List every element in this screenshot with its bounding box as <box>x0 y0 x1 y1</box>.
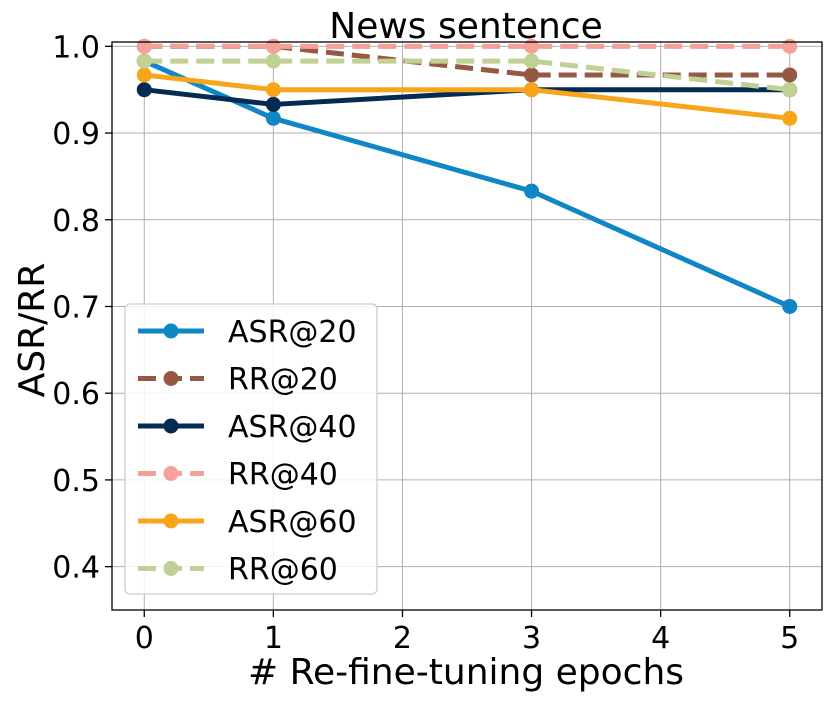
series-line <box>143 58 791 309</box>
data-point <box>524 67 540 83</box>
legend-marker <box>163 561 179 576</box>
data-point <box>782 82 798 98</box>
x-tick-label: 4 <box>651 621 670 656</box>
data-point <box>136 67 152 83</box>
legend-item: RR@40 <box>138 458 338 493</box>
y-tick-label: 0.8 <box>52 204 100 239</box>
series-line <box>143 87 790 107</box>
legend-item: ASR@60 <box>138 505 357 540</box>
plot-area-frame <box>111 41 823 611</box>
series-lines <box>136 38 798 314</box>
x-tick-label: 5 <box>780 621 799 656</box>
x-tick-label: 0 <box>135 621 154 656</box>
axis-ticks: 0 1 2 3 4 5 0.4 0.5 0.6 0.7 0.8 0.9 1.0 <box>52 30 799 656</box>
chart-title: News sentence <box>329 6 602 47</box>
legend-label: RR@60 <box>228 553 338 588</box>
legend-label: ASR@60 <box>228 505 357 540</box>
x-axis-label: # Re-fine-tuning epochs <box>248 652 684 693</box>
data-point <box>782 38 798 54</box>
legend-label: RR@40 <box>228 458 338 493</box>
legend-label: ASR@20 <box>228 315 357 350</box>
legend-marker <box>163 418 179 434</box>
data-point <box>265 38 281 54</box>
x-tick-label: 1 <box>264 621 283 656</box>
x-tick-label: 3 <box>522 621 541 656</box>
y-tick-label: 0.5 <box>52 464 100 499</box>
y-tick-label: 1.0 <box>52 30 100 65</box>
data-point <box>524 53 540 69</box>
legend-marker <box>163 323 179 339</box>
data-point <box>265 82 281 98</box>
data-point <box>782 110 798 126</box>
legend-label: ASR@40 <box>228 410 357 445</box>
y-tick-label: 0.6 <box>52 377 100 412</box>
data-point <box>136 38 152 54</box>
series-rr-60 <box>136 53 798 98</box>
legend-marker <box>163 513 179 529</box>
series-line <box>143 72 791 121</box>
legend-label: RR@20 <box>228 363 338 398</box>
data-point <box>265 110 281 126</box>
data-point <box>136 82 152 98</box>
legend: ASR@20 RR@20 ASR@40 RR@40 ASR@60 RR@60 <box>124 303 378 595</box>
data-point <box>782 67 798 83</box>
y-tick-label: 0.4 <box>52 551 100 586</box>
legend-item: RR@20 <box>138 363 338 398</box>
data-point <box>782 298 798 314</box>
series-line <box>144 58 791 93</box>
x-tick-label: 2 <box>393 621 412 656</box>
data-point <box>524 183 540 199</box>
legend-item: RR@60 <box>138 553 338 588</box>
data-point <box>265 53 281 69</box>
legend-item: ASR@20 <box>138 315 357 350</box>
legend-marker <box>163 371 179 386</box>
y-tick-label: 0.9 <box>52 117 100 152</box>
data-point <box>524 82 540 98</box>
y-tick-label: 0.7 <box>52 290 100 325</box>
series-asr-60 <box>136 67 798 126</box>
data-point <box>136 53 152 69</box>
data-point <box>265 96 281 112</box>
legend-marker <box>163 466 179 481</box>
legend-item: ASR@40 <box>138 410 357 445</box>
y-axis-label: ASR/RR <box>12 263 53 398</box>
